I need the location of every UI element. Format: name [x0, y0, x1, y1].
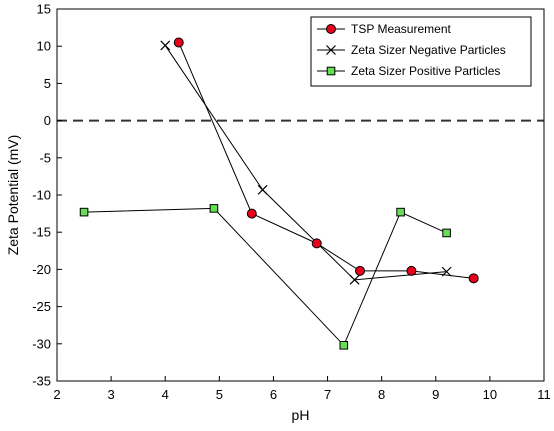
x-tick-label: 2: [53, 387, 60, 402]
x-tick-label: 11: [537, 387, 551, 402]
y-tick-label: 0: [44, 113, 51, 128]
data-point-positive: [79, 207, 89, 217]
y-axis-title: Zeta Potential (mV): [5, 135, 21, 256]
x-tick-label: 9: [432, 387, 439, 402]
data-point-positive: [209, 204, 219, 213]
legend-box: [310, 16, 532, 87]
data-point-tsp: [406, 265, 417, 276]
data-point-positive: [396, 207, 405, 217]
y-tick-label: 15: [37, 2, 51, 17]
data-point-negative: [349, 274, 360, 285]
x-tick-label: 5: [216, 387, 223, 402]
legend: TSP Measurement Zeta Sizer Negative Parti…: [310, 16, 532, 87]
legend-marker-negative: [326, 45, 336, 55]
x-axis-title: pH: [292, 407, 310, 423]
data-point-negative: [257, 184, 268, 195]
x-tick-label: 8: [378, 387, 385, 402]
series-line-tsp: [178, 42, 474, 279]
y-tick-label: -10: [32, 188, 51, 203]
data-point-negative: [160, 40, 171, 51]
data-point-tsp: [246, 208, 257, 219]
legend-marker-tsp: [326, 24, 336, 34]
x-tick-label: 10: [483, 387, 497, 402]
y-tick-label: -5: [39, 150, 51, 165]
data-point-tsp: [173, 37, 184, 48]
y-tick-label: -30: [32, 336, 51, 351]
legend-label-positive: Zeta Sizer Positive Particles: [351, 64, 500, 78]
x-tick-label: 7: [324, 387, 331, 402]
x-tick-label: 4: [162, 387, 169, 402]
y-tick-label: -25: [32, 299, 51, 314]
data-point-negative: [441, 266, 452, 277]
data-point-tsp: [311, 238, 322, 249]
y-tick-label: -35: [32, 374, 51, 389]
legend-label-tsp: TSP Measurement: [351, 22, 451, 36]
data-point-positive: [339, 340, 349, 350]
x-tick-label: 6: [270, 387, 277, 402]
legend-label-negative: Zeta Sizer Negative Particles: [351, 43, 506, 57]
y-tick-label: -20: [32, 262, 51, 277]
data-point-tsp: [355, 265, 366, 276]
y-tick-label: -15: [32, 225, 51, 240]
y-tick-label: 10: [37, 39, 51, 54]
y-tick-label: 5: [44, 76, 51, 91]
series-line-negative: [164, 45, 447, 281]
data-point-positive: [442, 228, 451, 238]
data-point-tsp: [468, 273, 479, 284]
x-tick-label: 3: [107, 387, 114, 402]
legend-marker-positive: [326, 66, 336, 76]
